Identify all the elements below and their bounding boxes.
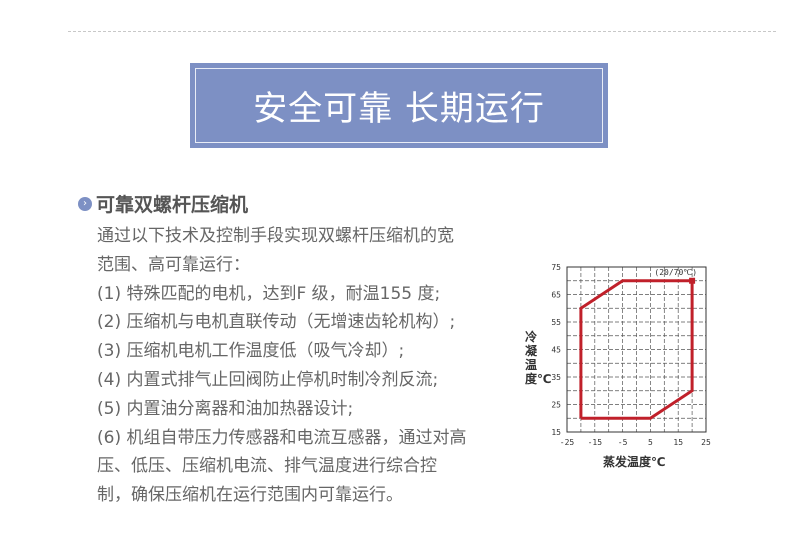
y-tick-label: 15 [551,428,561,437]
x-tick-label: -25 [560,438,575,447]
divider [68,31,776,32]
plot-frame [566,266,707,433]
text-line: 通过以下技术及控制手段实现双螺杆压缩机的宽 [97,226,454,246]
y-tick-label: 75 [551,263,561,272]
point-annotation: (20/70℃) [654,268,697,277]
x-tick-label: -15 [588,438,603,447]
text-line: (3) 压缩机电机工作温度低（吸气冷却）; [97,341,405,362]
banner-title: 安全可靠 长期运行 [253,89,545,129]
x-tick-label: -5 [618,438,628,447]
y-tick-label: 35 [551,373,561,382]
y-tick-label: 55 [551,318,561,327]
text-line: 制，确保压缩机在运行范围内可靠运行。 [97,485,403,506]
title-banner: 安全可靠 长期运行 [190,63,608,148]
y-tick-label: 65 [551,291,561,300]
text-line: (4) 内置式排气止回阀防止停机时制冷剂反流; [97,369,439,390]
chevron-circle-icon: › [78,196,92,211]
y-axis-label: 冷凝温度℃ [525,330,552,386]
x-tick-label: 5 [648,438,653,447]
x-tick-label: 15 [673,438,683,447]
operating-range-chart: -25 -15 -5 5 15 25 15 25 35 45 55 65 75 (20/70℃) [551,263,711,447]
data-point-20-70 [689,277,696,284]
y-tick-label: 25 [551,401,561,410]
text-line: (1) 特殊匹配的电机，达到F 级，耐温155 度; [97,283,441,304]
text-line: 压、低压、压缩机电流、排气温度进行综合控 [97,456,437,477]
text-line: 范围、高可靠运行： [97,254,250,275]
text-line: (5) 内置油分离器和油加热器设计; [97,398,354,419]
description: 通过以下技术及控制手段实现双螺杆压缩机的宽 范围、高可靠运行： (1) 特殊匹配… [97,222,527,510]
x-tick-label: 25 [701,438,711,447]
x-axis-label: 蒸发温度℃ [603,455,666,469]
heading-text: 可靠双螺杆压缩机 [96,194,249,216]
text-line: (2) 压缩机与电机直联传动（无增速齿轮机构）; [97,312,456,333]
y-tick-label: 45 [551,346,561,355]
section-heading: › 可靠双螺杆压缩机 [78,190,248,217]
text-line: (6) 机组自带压力传感器和电流互感器，通过对高 [97,427,467,448]
